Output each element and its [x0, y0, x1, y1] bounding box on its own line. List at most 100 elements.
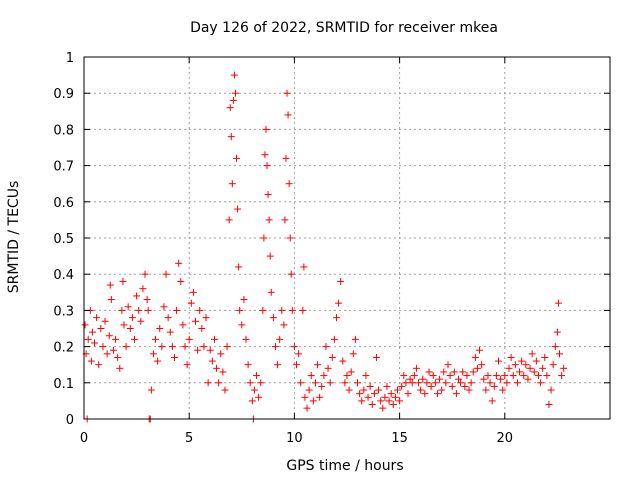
data-point — [351, 335, 359, 343]
data-point — [534, 372, 542, 380]
data-point — [473, 364, 481, 372]
points-layer — [81, 71, 568, 423]
data-point — [440, 368, 448, 376]
data-point — [419, 375, 427, 383]
data-point — [501, 372, 509, 380]
data-point — [284, 111, 292, 119]
data-point — [427, 382, 435, 390]
data-point — [431, 379, 439, 387]
data-point — [231, 89, 239, 97]
y-tick-label: 0 — [66, 413, 74, 428]
data-point — [120, 321, 128, 329]
data-point — [303, 404, 311, 412]
data-point — [330, 335, 338, 343]
data-point — [219, 368, 227, 376]
data-point — [379, 404, 387, 412]
data-point — [103, 350, 111, 358]
data-point — [213, 364, 221, 372]
y-tick-label: 0.8 — [53, 123, 74, 138]
data-point — [556, 350, 564, 358]
data-point — [425, 368, 433, 376]
data-point — [539, 364, 547, 372]
data-point — [398, 382, 406, 390]
data-point — [446, 372, 454, 380]
data-point — [349, 350, 357, 358]
data-point — [107, 296, 115, 304]
y-tick-label: 0.4 — [53, 268, 74, 283]
data-point — [383, 382, 391, 390]
data-point — [97, 325, 105, 332]
data-point — [375, 386, 383, 394]
data-point — [396, 397, 404, 405]
data-point — [109, 346, 117, 354]
data-point — [124, 303, 132, 311]
data-point — [541, 353, 549, 361]
data-point — [168, 343, 176, 351]
data-point — [137, 317, 145, 325]
data-point — [257, 379, 265, 387]
data-point — [250, 386, 258, 394]
data-point — [318, 382, 326, 390]
data-point — [366, 382, 374, 390]
data-point — [170, 353, 178, 361]
data-point — [114, 353, 122, 361]
data-point — [421, 390, 429, 398]
x-tick-label: 15 — [391, 431, 408, 446]
data-point — [377, 397, 385, 405]
data-point — [139, 285, 147, 293]
data-point — [185, 335, 193, 343]
x-axis-label: GPS time / hours — [286, 458, 403, 474]
data-point — [444, 361, 452, 369]
data-point — [274, 361, 282, 369]
data-point — [551, 343, 559, 351]
data-point — [490, 382, 498, 390]
data-point — [87, 357, 95, 365]
data-point — [347, 368, 355, 376]
data-point — [248, 397, 256, 405]
data-point — [189, 288, 197, 296]
data-point — [461, 382, 469, 390]
data-point — [290, 343, 298, 351]
data-point — [293, 361, 301, 369]
data-point — [119, 277, 127, 285]
y-tick-label: 0.7 — [53, 160, 74, 175]
data-point — [436, 375, 444, 383]
data-point — [288, 306, 296, 314]
data-point — [341, 379, 349, 387]
data-point — [198, 325, 206, 332]
data-point — [221, 386, 229, 394]
data-point — [402, 379, 410, 387]
y-tick-label: 0.2 — [53, 341, 74, 356]
data-point — [463, 372, 471, 380]
data-point — [354, 379, 362, 387]
data-point — [408, 379, 416, 387]
data-point — [158, 343, 166, 351]
data-point — [387, 390, 395, 398]
data-point — [448, 382, 456, 390]
data-point — [278, 306, 286, 314]
data-point — [179, 321, 187, 329]
data-point — [276, 335, 284, 343]
data-point — [499, 386, 507, 394]
data-point — [484, 372, 492, 380]
data-point — [236, 306, 244, 314]
data-point — [433, 390, 441, 398]
data-point — [126, 325, 134, 332]
data-point — [99, 343, 107, 351]
data-point — [537, 379, 545, 387]
data-point — [320, 372, 328, 380]
data-point — [300, 263, 308, 271]
data-point — [410, 372, 418, 380]
data-point — [202, 314, 210, 322]
data-point — [286, 234, 294, 242]
data-point — [281, 216, 289, 224]
data-point — [547, 386, 555, 394]
data-point — [141, 270, 149, 278]
data-point — [482, 386, 490, 394]
data-point — [429, 372, 437, 380]
data-point — [200, 343, 208, 351]
data-point — [181, 343, 189, 351]
data-point — [455, 375, 463, 383]
data-point — [314, 361, 322, 369]
data-point — [549, 361, 557, 369]
